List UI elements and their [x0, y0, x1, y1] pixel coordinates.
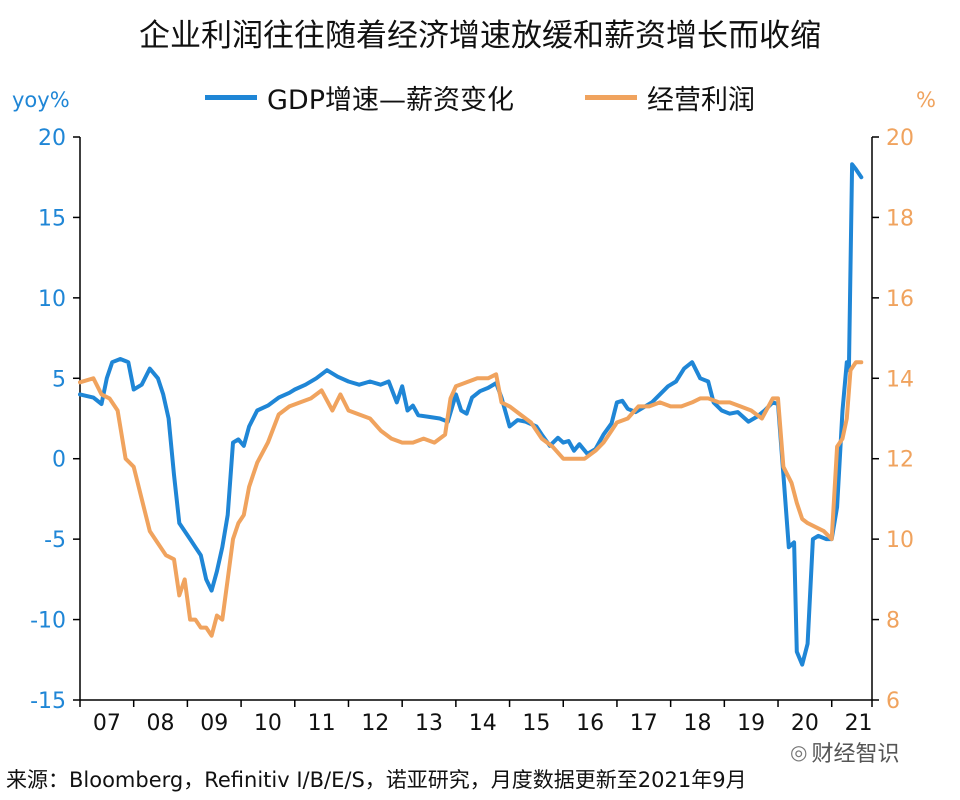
- right-axis-unit: %: [916, 88, 936, 112]
- legend-item-gdp-wage: GDP增速—薪资变化: [205, 78, 514, 117]
- left-axis-unit: yoy%: [12, 88, 70, 112]
- left-y-tick-label: 10: [38, 287, 66, 312]
- series-line-gdp-wage: [78, 162, 864, 667]
- legend: GDP增速—薪资变化 经营利润: [0, 78, 960, 118]
- left-y-tick-label: -15: [30, 689, 66, 714]
- x-tick-label: 12: [361, 711, 389, 736]
- x-tick-label: 18: [683, 711, 711, 736]
- legend-label-gdp-wage: GDP增速—薪资变化: [267, 85, 514, 116]
- left-y-tick-label: 5: [52, 367, 66, 392]
- right-y-tick-label: 16: [886, 287, 914, 312]
- left-y-tick-label: 0: [52, 448, 66, 473]
- x-tick-label: 16: [576, 711, 604, 736]
- chart-title: 企业利润往往随着经济增速放缓和薪资增长而收缩: [139, 18, 821, 54]
- legend-item-profit: 经营利润: [585, 78, 755, 117]
- legend-label-profit: 经营利润: [647, 85, 755, 116]
- left-y-tick-label: 20: [38, 126, 66, 151]
- x-tick-label: 07: [93, 711, 121, 736]
- legend-swatch-profit: [585, 95, 637, 100]
- right-y-tick-label: 18: [886, 206, 914, 231]
- x-tick-label: 19: [737, 711, 765, 736]
- watermark-text: 财经智识: [811, 742, 900, 767]
- x-tick-label: 21: [845, 711, 873, 736]
- x-tick-label: 08: [147, 711, 175, 736]
- x-tick-label: 13: [415, 711, 443, 736]
- right-y-tick-label: 6: [886, 689, 900, 714]
- x-tick-label: 20: [791, 711, 819, 736]
- right-y-tick-label: 10: [886, 528, 914, 553]
- x-tick-label: 17: [630, 711, 658, 736]
- watermark: ◎ 财经智识: [790, 736, 899, 768]
- x-tick-label: 10: [254, 711, 282, 736]
- x-tick-label: 15: [522, 711, 550, 736]
- right-y-tick-label: 8: [886, 609, 900, 634]
- right-y-tick-label: 12: [886, 448, 914, 473]
- left-y-tick-label: -5: [44, 528, 66, 553]
- right-y-tick-label: 14: [886, 367, 914, 392]
- left-y-tick-label: 15: [38, 206, 66, 231]
- series-line-profit: [78, 360, 864, 638]
- x-tick-label: 11: [308, 711, 336, 736]
- right-y-tick-label: 20: [886, 126, 914, 151]
- legend-swatch-gdp-wage: [205, 95, 257, 100]
- x-tick-label: 09: [200, 711, 228, 736]
- left-y-tick-label: -10: [30, 609, 66, 634]
- x-tick-label: 14: [469, 711, 497, 736]
- watermark-logo-icon: ◎: [790, 740, 808, 764]
- source-note: 来源：Bloomberg，Refinitiv I/B/E/S，诺亚研究，月度数据…: [6, 768, 747, 792]
